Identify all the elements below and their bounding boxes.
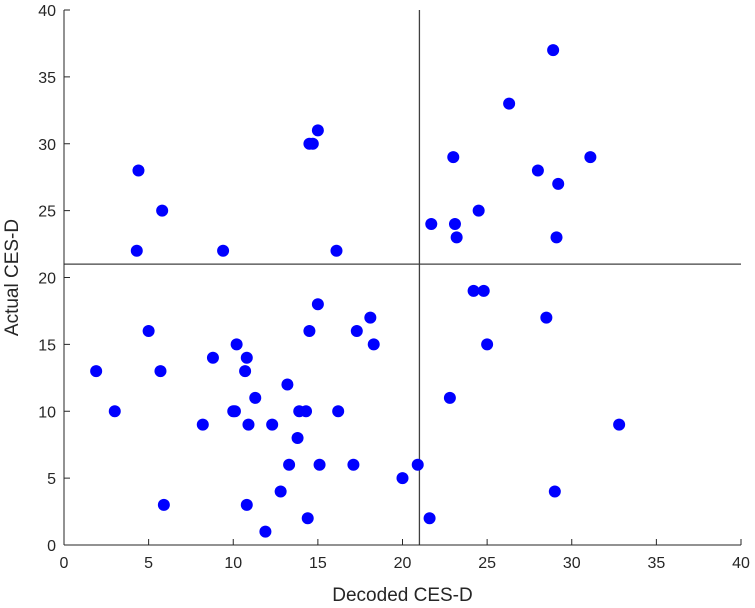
data-point (367, 338, 380, 351)
data-point (450, 231, 463, 244)
data-point (311, 124, 324, 137)
data-point (283, 458, 296, 471)
data-point (259, 525, 272, 538)
data-point (547, 44, 560, 57)
y-axis-label: Actual CES-D (2, 219, 23, 336)
data-point (411, 458, 424, 471)
x-axis-label: Decoded CES-D (332, 585, 472, 606)
data-point (447, 151, 460, 164)
x-tick-label: 35 (647, 555, 665, 572)
data-point (552, 177, 565, 190)
data-point (550, 231, 563, 244)
data-point (396, 472, 409, 485)
x-tick-label: 0 (60, 555, 69, 572)
data-point (548, 485, 561, 498)
data-point (281, 378, 294, 391)
x-tick-label: 5 (144, 555, 153, 572)
data-point (132, 164, 145, 177)
x-tick-label: 15 (309, 555, 327, 572)
x-tick-label: 40 (732, 555, 750, 572)
data-point (448, 218, 461, 230)
data-point (242, 418, 255, 431)
y-tick-labels: 0 5 10 15 20 25 30 35 40 (38, 3, 56, 555)
data-point (477, 284, 490, 297)
x-tick-label: 25 (478, 555, 496, 572)
data-point (303, 325, 316, 337)
data-point (301, 512, 314, 525)
data-point (472, 204, 485, 217)
data-point (240, 351, 253, 364)
data-point (230, 338, 243, 351)
data-point (274, 485, 287, 498)
data-point (249, 391, 262, 404)
reference-lines (64, 10, 741, 545)
data-point (108, 405, 121, 418)
data-point (364, 311, 377, 324)
y-tick-label: 0 (47, 538, 56, 555)
data-point (347, 458, 360, 471)
data-point (154, 365, 167, 378)
axes (63, 9, 742, 546)
y-tick-label: 5 (47, 471, 56, 488)
data-point (313, 458, 326, 471)
x-tick-label: 20 (394, 555, 412, 572)
data-point (443, 391, 456, 404)
y-tick-label: 35 (38, 70, 56, 87)
data-point (130, 244, 143, 257)
data-point (300, 405, 313, 418)
x-tick-labels: 0 5 10 15 20 25 30 35 40 (60, 555, 750, 572)
data-point (350, 325, 363, 337)
data-point (90, 365, 103, 378)
data-point (503, 97, 516, 110)
data-point (206, 351, 219, 364)
data-point (467, 284, 480, 297)
y-tick-label: 40 (38, 3, 56, 20)
data-point (540, 311, 553, 324)
x-tick-label: 10 (224, 555, 242, 572)
data-point (423, 512, 436, 525)
y-tick-label: 25 (38, 204, 56, 221)
data-point (142, 325, 155, 337)
y-tick-label: 30 (38, 137, 56, 154)
data-point (306, 137, 319, 150)
data-point (156, 204, 169, 217)
data-point (239, 365, 252, 378)
data-point (584, 151, 597, 164)
data-point (240, 498, 253, 511)
data-point (613, 418, 626, 431)
x-tick-label: 30 (563, 555, 581, 572)
data-point (531, 164, 544, 177)
data-point (332, 405, 345, 418)
data-points (90, 44, 626, 538)
data-point (425, 218, 438, 230)
data-point (330, 244, 343, 257)
data-point (196, 418, 209, 431)
data-point (291, 432, 304, 444)
y-tick-label: 10 (38, 404, 56, 421)
data-point (311, 298, 324, 311)
data-point (228, 405, 241, 418)
data-point (481, 338, 494, 351)
data-point (217, 244, 230, 257)
data-point (157, 498, 170, 511)
y-tick-label: 15 (38, 337, 56, 354)
data-point (266, 418, 279, 431)
y-tick-label: 20 (38, 271, 56, 288)
